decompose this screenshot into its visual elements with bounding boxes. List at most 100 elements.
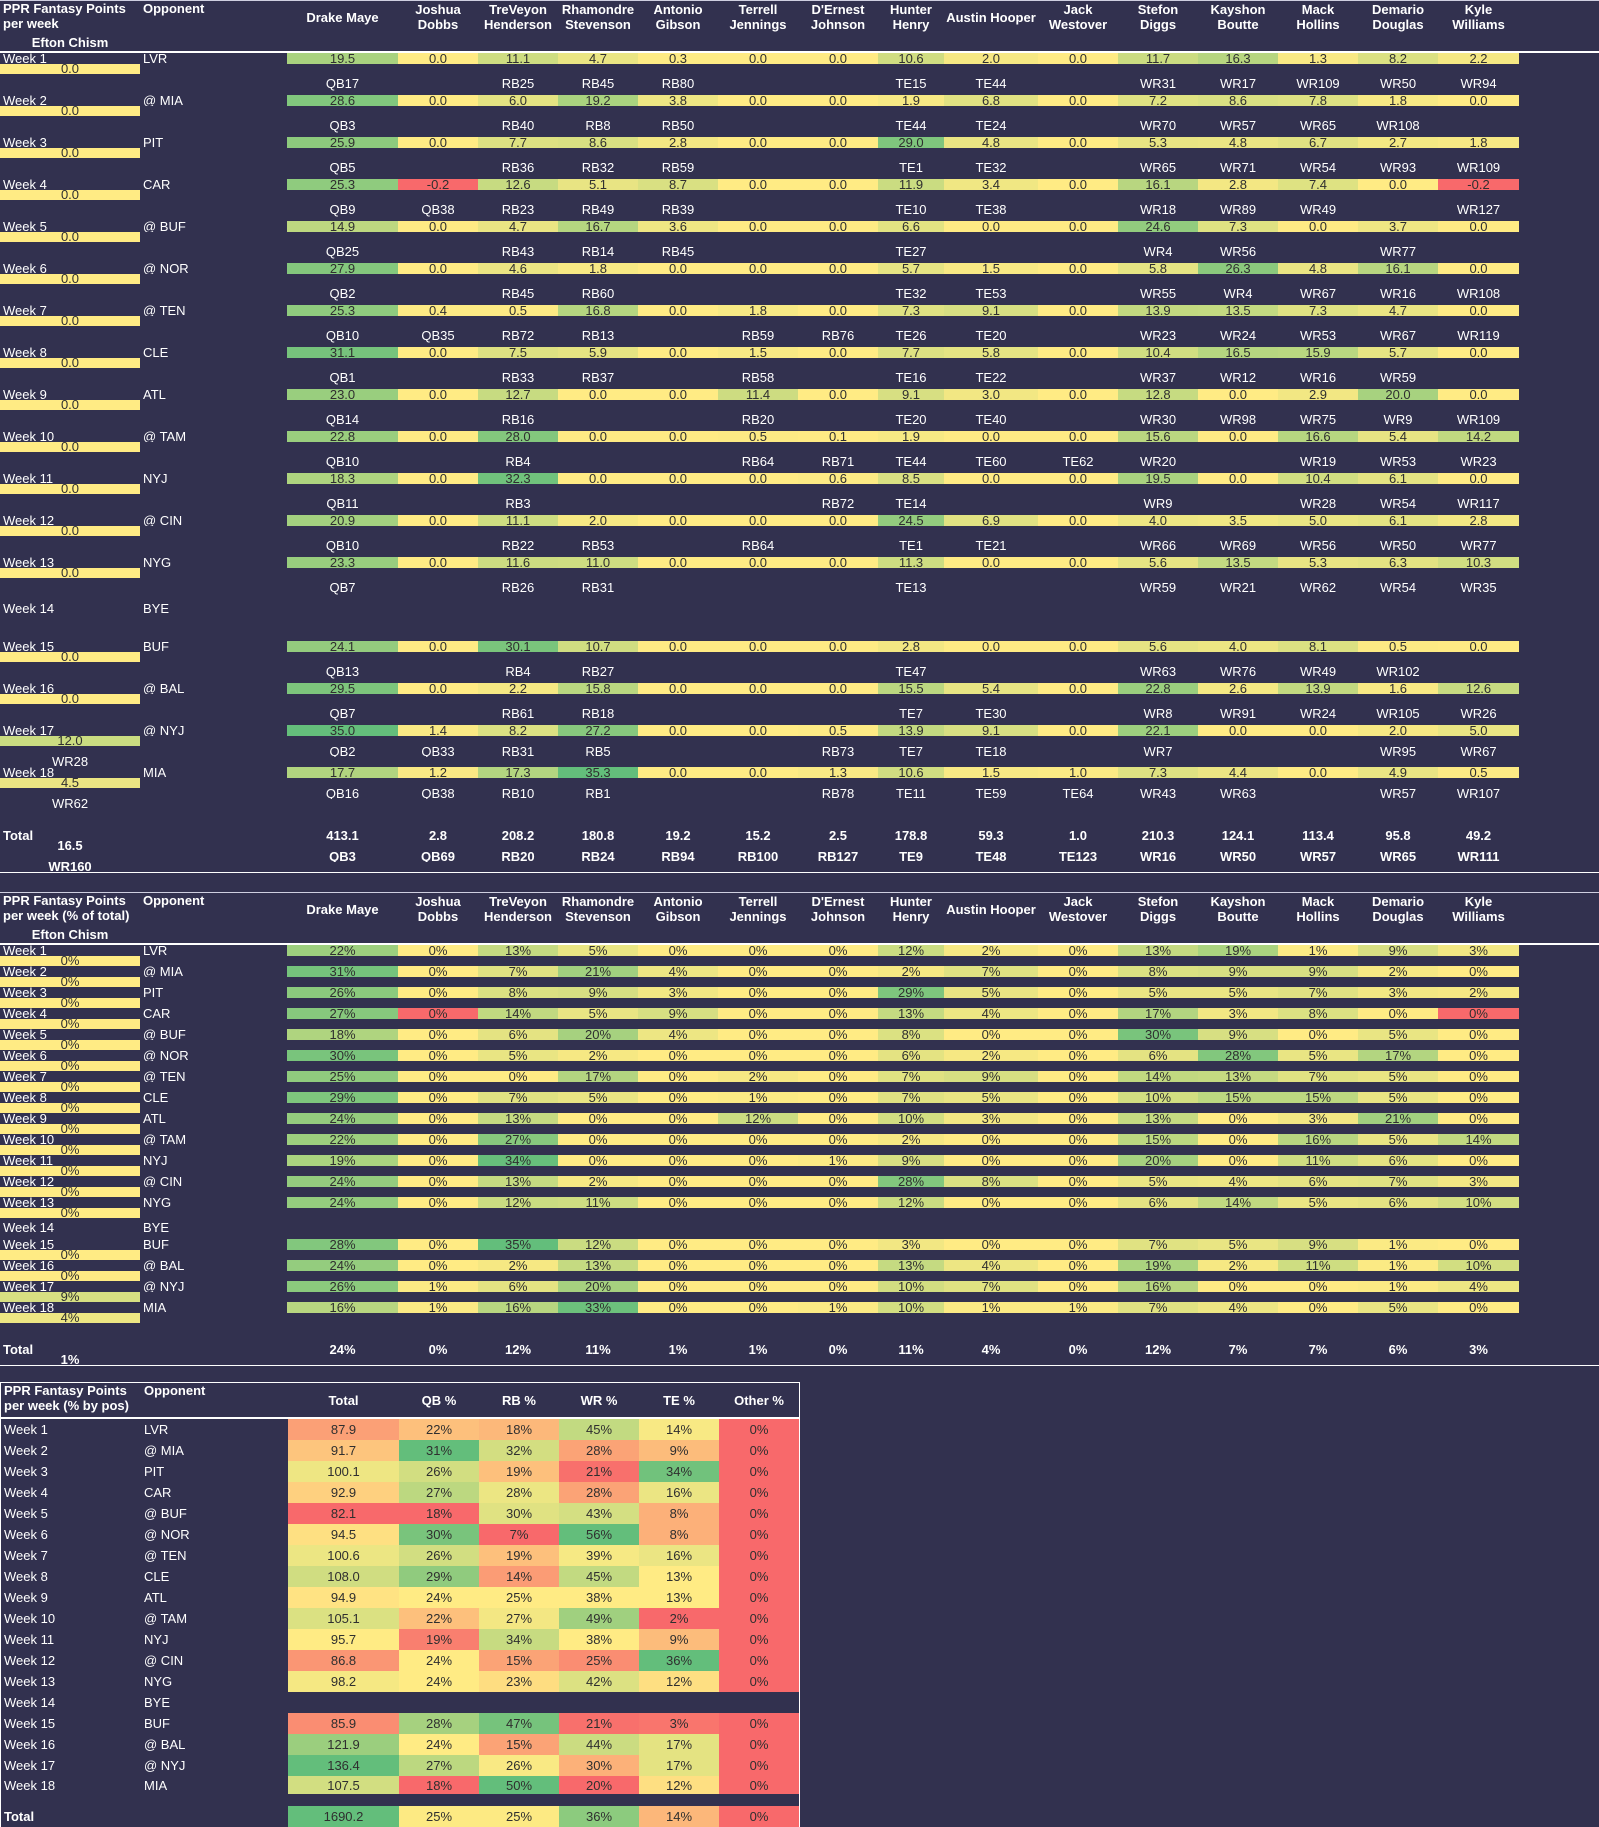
rank-cell: TE1 <box>899 537 923 553</box>
opponent-cell: NYG <box>143 557 172 568</box>
position-cell: 26% <box>399 1545 479 1566</box>
percent-cell: 0% <box>1038 1071 1118 1082</box>
points-cell: 12.0 <box>0 735 140 746</box>
points-cell: 2.7 <box>1358 137 1438 148</box>
rank-row: QB5 RB36 RB32 RB59 TE1 TE32 WR65 WR71 WR54 WR93 WR… <box>0 158 1599 179</box>
column-header-line: TreVeyon <box>489 894 547 910</box>
rank-row: QB13 RB4 RB27 TE47 WR63 WR76 WR49 WR102 <box>0 662 1599 683</box>
opponent-cell: CAR <box>143 179 171 190</box>
rank-cell: WR24 <box>1219 327 1257 343</box>
week-row: Week 5 @ BUF 14.9 0.0 4.7 16.7 3.6 0.0 0.0 6.6 0.0… <box>0 221 1599 242</box>
percent-cell: 5% <box>944 1092 1038 1103</box>
points-cell: 25.3 <box>287 305 398 316</box>
position-cell: 17% <box>639 1734 719 1755</box>
week-row: Week 16 @ BAL 24% 0% 2% 13% 0% 0% 0% 13% 4% 0% 19% 2%… <box>0 1260 1599 1281</box>
rank-cell: TE22 <box>975 369 1007 385</box>
rank-cell <box>638 662 718 680</box>
percent-cell: 5% <box>1358 1092 1438 1103</box>
rank-cell: WR20 <box>1139 453 1177 469</box>
opponent-cell: @ NOR <box>144 1527 190 1542</box>
points-cell: 6.6 <box>878 221 944 232</box>
points-cell: 0.0 <box>1038 179 1118 190</box>
rank-cell <box>798 662 878 680</box>
spacer <box>140 200 287 218</box>
percent-cell: 0% <box>0 1249 140 1260</box>
opponent-cell: LVR <box>144 1422 169 1437</box>
percent-cell: 0% <box>718 1155 798 1166</box>
spacer <box>0 284 140 302</box>
column-header-line: Hunter <box>890 894 932 910</box>
column-header-line: Henderson <box>484 909 552 925</box>
opponent-cell: @ MIA <box>144 1443 184 1458</box>
rank-cell <box>718 494 798 512</box>
rank-cell: RB53 <box>581 537 615 553</box>
percent-cell: 0% <box>1438 1302 1519 1313</box>
column-header-line: Johnson <box>810 909 866 925</box>
spacer <box>140 662 287 680</box>
column-header-line: Douglas <box>1372 17 1424 33</box>
rank-cell: WR56 <box>1299 537 1337 553</box>
rank-row: QB14 RB16 RB20 TE20 TE40 WR30 WR98 WR75 WR9 WR109 <box>0 410 1599 431</box>
percent-cell <box>878 1218 944 1236</box>
week-label: Week 2 <box>4 1443 48 1458</box>
points-cell: 13.9 <box>878 725 944 736</box>
column-header-line: WR % <box>580 1392 618 1408</box>
week-row: Week 16 @ BAL 29.5 0.0 2.2 15.8 0.0 0.0 0.0 15.5 5… <box>0 683 1599 704</box>
points-cell: 0.0 <box>638 767 718 778</box>
position-cell: 0% <box>719 1755 799 1776</box>
column-header-line: Gibson <box>655 909 701 925</box>
percent-cell: 0% <box>798 1239 878 1250</box>
opponent-cell: @ CIN <box>144 1653 184 1668</box>
percent-cell: 0% <box>718 1260 798 1271</box>
position-cell: 22% <box>399 1419 479 1440</box>
column-header: Jack Westover <box>1038 893 1118 926</box>
percent-cell: 24% <box>287 1260 398 1271</box>
total-cell: 208.2 <box>501 830 535 841</box>
column-header-line: Williams <box>1452 17 1505 33</box>
points-cell: 35.3 <box>558 767 638 778</box>
points-cell: 0.0 <box>638 473 718 484</box>
rank-cell <box>1278 620 1358 631</box>
points-cell: 0.0 <box>944 431 1038 442</box>
points-cell: 0.0 <box>1038 221 1118 232</box>
percent-cell: 4% <box>1438 1281 1519 1292</box>
points-cell: 4.8 <box>1198 137 1278 148</box>
total-cell: 1% <box>748 1344 768 1355</box>
points-cell: 0.0 <box>1038 431 1118 442</box>
percent-cell: 9% <box>1198 966 1278 977</box>
rank-row: QB2 RB45 RB60 TE32 TE53 WR55 WR4 WR67 WR16 WR108 <box>0 284 1599 305</box>
spacer <box>0 326 140 344</box>
points-cell: 1.3 <box>1278 53 1358 64</box>
points-cell: 24.5 <box>878 515 944 526</box>
week-row: Week 2 @ MIA 31% 0% 7% 21% 4% 0% 0% 2% 7% 0% 8% 9% 9% 2… <box>0 966 1599 987</box>
percent-cell: 0% <box>1438 1029 1519 1040</box>
rank-cell: RB32 <box>581 159 615 175</box>
total-label: Total <box>4 1809 35 1824</box>
column-header: Austin Hooper <box>944 893 1038 926</box>
position-cell: 0% <box>719 1713 799 1734</box>
rank-cell: RB59 <box>741 327 775 343</box>
points-cell: 2.2 <box>478 683 558 694</box>
total-cell: 19.2 <box>665 830 691 841</box>
points-cell: 5.3 <box>1118 137 1198 148</box>
rank-cell <box>1038 578 1118 596</box>
rank-cell <box>1038 620 1118 631</box>
week-label: Week 8 <box>3 1092 47 1103</box>
week-label: Week 10 <box>3 1134 55 1145</box>
points-cell: 0.0 <box>718 95 798 106</box>
column-header-line: Hollins <box>1296 909 1340 925</box>
rank-cell: WR95 <box>1379 746 1417 757</box>
percent-cell: 0% <box>718 966 798 977</box>
points-cell: 35.0 <box>287 725 398 736</box>
rank-cell <box>718 74 798 92</box>
table-title-line: per week (% by pos) <box>4 1398 129 1413</box>
percent-cell: 0% <box>1278 1029 1358 1040</box>
points-cell: 12.6 <box>478 179 558 190</box>
percent-cell: 6% <box>478 1029 558 1040</box>
rank-cell <box>1198 494 1278 512</box>
rank-cell <box>798 74 878 92</box>
position-cell <box>559 1692 639 1713</box>
position-cell: 121.9 <box>288 1734 399 1755</box>
rank-cell <box>398 452 478 470</box>
week-row: Week 10 @ TAM 105.1 22% 27% 49% 2% 0% <box>1 1608 799 1629</box>
